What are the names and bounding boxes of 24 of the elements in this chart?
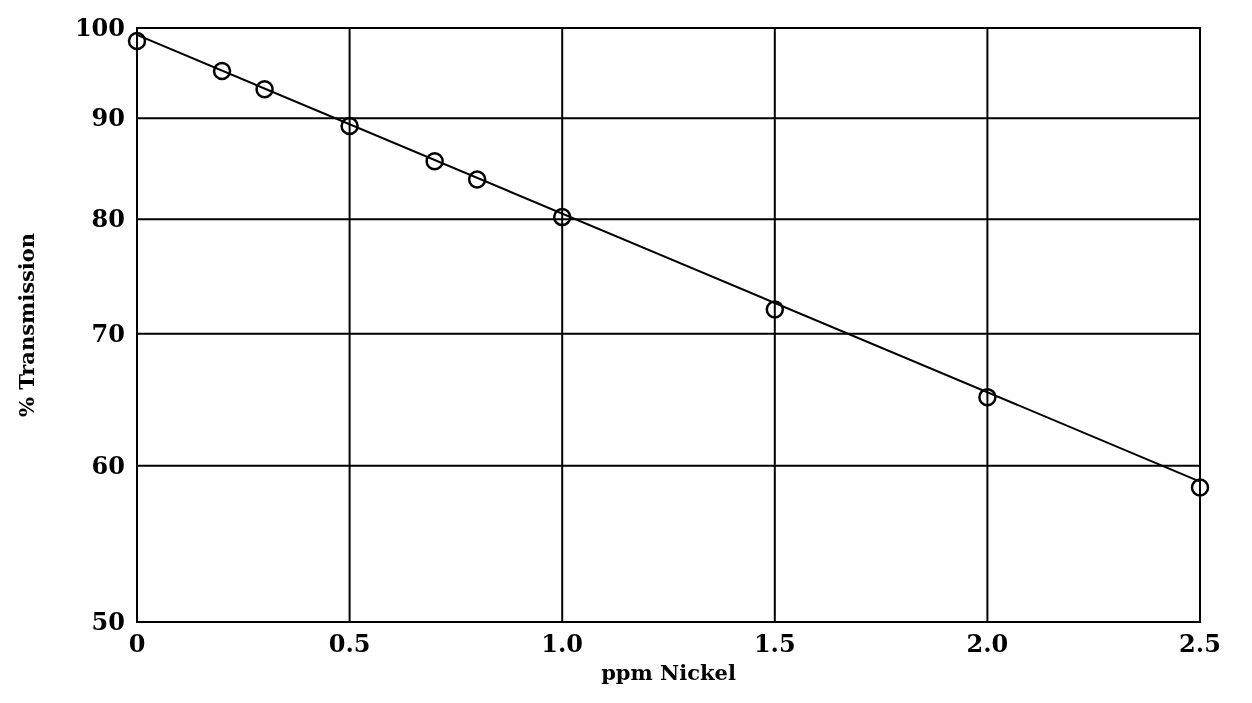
x-axis-title: ppm Nickel <box>601 660 736 685</box>
point <box>212 61 232 81</box>
x-tick-label: 0 <box>128 629 146 658</box>
point <box>765 300 785 319</box>
point <box>978 387 997 407</box>
point <box>467 170 487 189</box>
point <box>255 80 274 99</box>
y-tick-label: 70 <box>91 318 125 348</box>
x-tick-label: 0.5 <box>328 629 371 658</box>
point <box>425 151 444 171</box>
x-tick-label: 2.5 <box>1179 629 1221 658</box>
x-tick-label: 1.0 <box>541 629 584 658</box>
y-axis-title: % Transmission <box>14 232 39 418</box>
point <box>340 116 359 136</box>
y-tick-label: 100 <box>74 13 125 42</box>
point <box>1190 478 1210 497</box>
y-tick-label: 60 <box>91 450 125 480</box>
y-tick-label: 80 <box>91 204 125 234</box>
x-tick-label: 2.0 <box>966 629 1009 658</box>
point <box>552 207 572 227</box>
y-tick-label: 50 <box>91 607 125 636</box>
x-tick-label: 1.5 <box>753 629 796 658</box>
point <box>127 31 147 51</box>
y-tick-label: 90 <box>91 103 125 133</box>
